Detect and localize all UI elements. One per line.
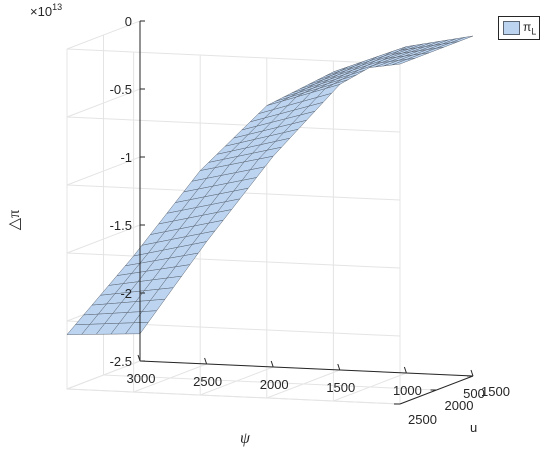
- label-layer: ×1013 △π ψ u: [6, 2, 477, 447]
- legend-label: πL: [523, 20, 537, 37]
- x-tick-mark: [137, 354, 141, 362]
- z-exponent-label: ×1013: [30, 2, 62, 19]
- x-tick-label: 500: [463, 386, 485, 401]
- x-tick-mark: [204, 357, 208, 365]
- z-tick-label: -1.5: [110, 218, 132, 233]
- x-axis-label: ψ: [240, 430, 251, 447]
- surface-cell: [66, 324, 91, 335]
- surface-layer: [66, 35, 474, 335]
- x-tick-label: 1500: [326, 380, 355, 395]
- x-tick-mark: [337, 363, 341, 371]
- x-tick-mark: [403, 366, 407, 374]
- x-tick-label: 3000: [127, 371, 156, 386]
- legend-swatch: [503, 21, 520, 35]
- y-tick-label: 2000: [445, 398, 474, 413]
- y-gridline: [66, 49, 401, 405]
- z-tick-label: -1: [120, 150, 132, 165]
- axis-layer: 0 -0.5 -1 -1.5 -2 -2.5 3000 2500 2000 1500 1000 500…: [110, 14, 510, 427]
- z-tick-label: -2: [120, 286, 132, 301]
- z-tick-label: -0.5: [110, 82, 132, 97]
- x-tick-label: 2000: [260, 377, 289, 392]
- y-tick-label: 2500: [408, 412, 437, 427]
- z-axis-label: △π: [6, 210, 23, 230]
- x-gridline: [332, 61, 407, 402]
- x-tick-label: 1000: [393, 383, 422, 398]
- y-tick-label: 1500: [481, 384, 510, 399]
- z-tick-label: 0: [125, 14, 132, 29]
- x-axis-line: [139, 360, 474, 377]
- x-gridline: [399, 64, 474, 405]
- y-axis-label: u: [470, 420, 477, 435]
- grid-layer: [66, 20, 474, 405]
- legend: πL: [498, 16, 540, 40]
- z-tick-label: -2.5: [110, 354, 132, 369]
- z-gridline: [66, 20, 401, 65]
- x-tick-mark: [470, 369, 474, 377]
- x-tick-mark: [270, 360, 274, 368]
- x-tick-label: 2500: [193, 374, 222, 389]
- y-gridline: [103, 35, 437, 391]
